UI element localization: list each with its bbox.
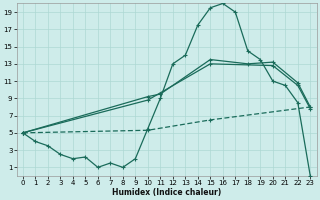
X-axis label: Humidex (Indice chaleur): Humidex (Indice chaleur) — [112, 188, 221, 197]
